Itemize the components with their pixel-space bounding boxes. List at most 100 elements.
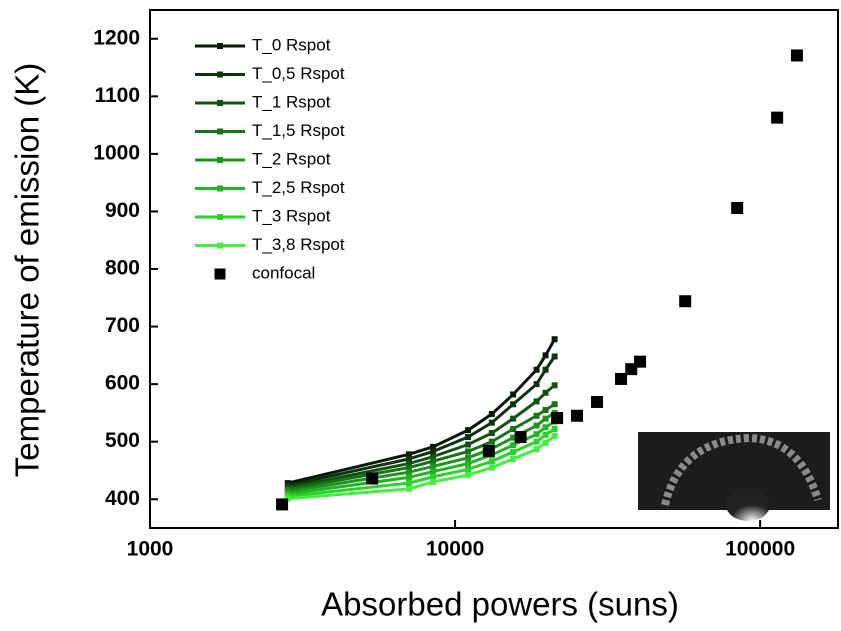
line-marker xyxy=(533,438,540,445)
line-marker xyxy=(465,427,472,434)
line-marker xyxy=(465,441,472,448)
line-marker xyxy=(488,430,495,437)
line-marker xyxy=(542,389,549,396)
line-marker xyxy=(430,473,437,480)
legend-label: T_0,5 Rspot xyxy=(252,64,345,83)
line-marker xyxy=(405,485,412,492)
line-marker xyxy=(465,434,472,441)
x-axis-title: Absorbed powers (suns) xyxy=(321,586,679,623)
scatter-point xyxy=(771,111,784,124)
scatter-point xyxy=(615,372,628,385)
line-marker xyxy=(405,464,412,471)
line-marker xyxy=(430,458,437,465)
line-marker xyxy=(430,463,437,470)
line-marker xyxy=(510,442,517,449)
legend-label: T_1 Rspot xyxy=(252,92,331,111)
x-tick-label: 100000 xyxy=(725,538,795,561)
line-marker xyxy=(510,426,517,433)
scatter-point xyxy=(514,431,527,444)
scatter-point xyxy=(366,472,379,485)
inset-image xyxy=(638,432,830,521)
line-marker xyxy=(551,432,558,439)
scatter-point xyxy=(591,395,604,408)
legend-label: T_1,5 Rspot xyxy=(252,121,345,140)
line-marker xyxy=(405,455,412,462)
scatter-point xyxy=(551,412,564,425)
scatter-point xyxy=(731,201,744,214)
line-marker xyxy=(533,381,540,388)
line-marker xyxy=(430,453,437,460)
line-marker xyxy=(533,446,540,453)
line-marker xyxy=(430,478,437,485)
legend-marker xyxy=(217,128,223,135)
scatter-point xyxy=(634,355,647,368)
y-tick-label: 400 xyxy=(105,487,140,510)
scatter-point xyxy=(679,295,692,308)
line-marker xyxy=(465,448,472,455)
line-marker xyxy=(405,460,412,467)
legend-marker xyxy=(214,268,226,280)
scatter-point xyxy=(482,444,495,457)
line-marker xyxy=(405,480,412,487)
line-marker xyxy=(533,412,540,419)
line-marker xyxy=(551,336,558,343)
line-marker xyxy=(510,434,517,441)
x-tick-label: 1000 xyxy=(127,538,174,561)
line-marker xyxy=(542,366,549,373)
line-marker xyxy=(465,472,472,479)
legend-marker xyxy=(217,185,223,192)
line-marker xyxy=(465,454,472,461)
legend-marker xyxy=(217,214,223,220)
y-tick-label: 900 xyxy=(105,199,140,222)
line-marker xyxy=(405,474,412,481)
line-marker xyxy=(533,398,540,405)
y-tick-label: 1000 xyxy=(93,141,140,164)
line-marker xyxy=(551,353,558,360)
legend-label: T_3 Rspot xyxy=(252,206,331,225)
line-marker xyxy=(551,382,558,389)
line-marker xyxy=(542,431,549,438)
line-marker xyxy=(551,401,558,408)
line-marker xyxy=(542,352,549,359)
line-marker xyxy=(465,460,472,467)
legend-label: confocal xyxy=(252,263,315,282)
legend-label: T_2,5 Rspot xyxy=(252,178,345,197)
line-marker xyxy=(533,366,540,373)
scatter-point xyxy=(790,49,803,62)
legend-marker xyxy=(217,242,223,249)
line-marker xyxy=(405,469,412,476)
line-marker xyxy=(430,448,437,455)
line-marker xyxy=(488,411,495,418)
line-marker xyxy=(488,419,495,426)
line-marker xyxy=(533,431,540,438)
legend-marker xyxy=(217,43,223,49)
line-marker xyxy=(405,451,412,458)
line-marker xyxy=(465,466,472,473)
legend-label: T_2 Rspot xyxy=(252,149,331,168)
y-tick-label: 600 xyxy=(105,372,140,395)
line-marker xyxy=(488,458,495,465)
line-marker xyxy=(542,407,549,414)
scatter-point xyxy=(570,409,583,422)
y-tick-label: 700 xyxy=(105,314,140,337)
y-axis-title: Temperature of emission (K) xyxy=(9,63,46,477)
x-tick-label: 10000 xyxy=(426,538,484,561)
line-marker xyxy=(510,391,517,398)
legend-label: T_3,8 Rspot xyxy=(252,235,345,254)
y-tick-label: 1200 xyxy=(93,26,140,49)
line-marker xyxy=(542,424,549,431)
legend-marker xyxy=(217,157,223,163)
legend-label: T_0 Rspot xyxy=(252,35,331,54)
line-marker xyxy=(533,422,540,429)
line-marker xyxy=(542,415,549,422)
line-marker xyxy=(488,464,495,471)
scatter-point xyxy=(276,498,289,511)
line-marker xyxy=(510,415,517,422)
y-tick-label: 1100 xyxy=(94,84,140,107)
y-tick-label: 500 xyxy=(105,429,140,452)
line-marker xyxy=(430,443,437,450)
y-tick-label: 800 xyxy=(105,257,140,280)
line-marker xyxy=(542,439,549,446)
line-marker xyxy=(510,401,517,408)
